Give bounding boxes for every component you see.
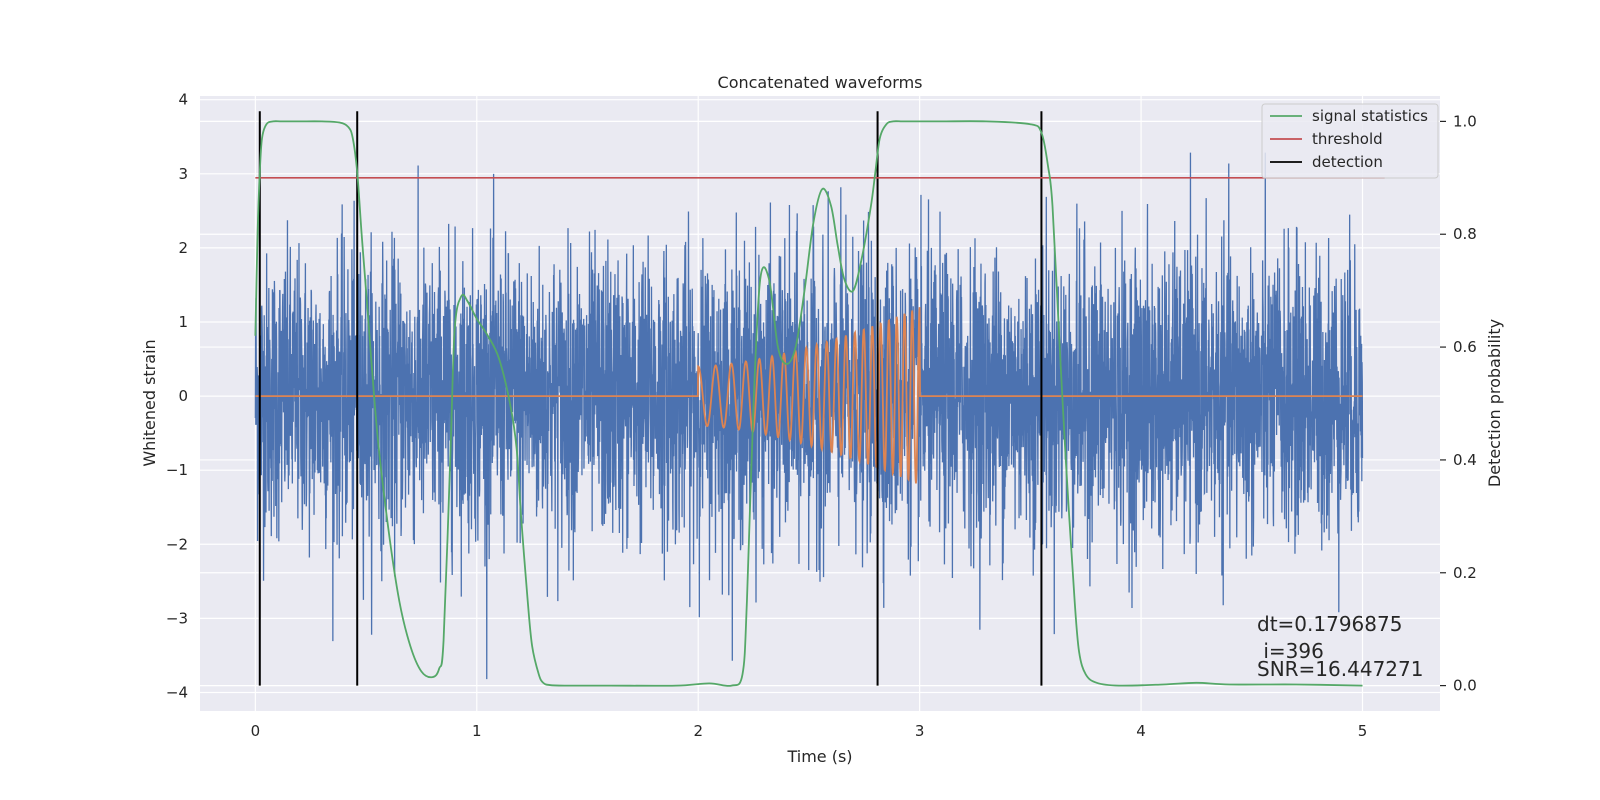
y-left-tick-label: 1	[178, 313, 188, 331]
annotation-snr: SNR=16.447271	[1257, 657, 1423, 681]
grid-lines	[200, 96, 1440, 711]
x-tick-label: 4	[1136, 722, 1146, 740]
legend-label-signal-statistics: signal statistics	[1312, 107, 1428, 125]
y-axis-left-label: Whitened strain	[140, 339, 159, 466]
legend-label-detection: detection	[1312, 153, 1383, 171]
y-right-tick-label: 0.6	[1453, 338, 1477, 356]
x-axis-label: Time (s)	[786, 747, 852, 766]
annotation-index: i=396	[1257, 639, 1324, 663]
y-right-tick-label: 0.8	[1453, 225, 1477, 243]
detection-lines	[258, 111, 1043, 686]
signal-statistics-series	[254, 120, 1363, 687]
right-axis-ticks: 0.0 0.2 0.4 0.6 0.8 1.0	[1440, 112, 1477, 695]
y-right-tick-label: 0.2	[1453, 564, 1477, 582]
chart-title: Concatenated waveforms	[718, 73, 923, 92]
y-axis-right-label: Detection probability	[1485, 319, 1504, 487]
y-left-tick-label: 3	[178, 165, 188, 183]
y-left-tick-label: 4	[178, 91, 188, 109]
y-left-tick-label: 2	[178, 239, 188, 257]
legend-box	[1261, 103, 1439, 179]
left-axis-ticks: −4 −3 −2 −1 0 1 2 3 4	[166, 91, 188, 702]
y-left-tick-label: −1	[166, 461, 188, 479]
y-left-tick-label: −4	[166, 683, 188, 701]
legend-label-threshold: threshold	[1312, 130, 1383, 148]
x-tick-label: 2	[693, 722, 703, 740]
x-tick-label: 0	[251, 722, 261, 740]
annotation-block: dt=0.1796875 i=396 SNR=16.447271	[1257, 612, 1423, 681]
x-tick-label: 3	[915, 722, 925, 740]
y-left-tick-label: −2	[166, 535, 188, 553]
y-right-tick-label: 1.0	[1453, 112, 1477, 130]
annotation-dt: dt=0.1796875	[1257, 612, 1402, 636]
y-right-tick-label: 0.0	[1453, 677, 1477, 695]
template-series	[255, 307, 1363, 484]
legend: signal statistics threshold detection	[1261, 103, 1439, 179]
y-left-tick-label: −3	[166, 609, 188, 627]
y-left-tick-label: 0	[178, 387, 188, 405]
x-axis-ticks: 0 1 2 3 4 5	[251, 722, 1368, 740]
x-tick-label: 5	[1358, 722, 1368, 740]
y-right-tick-label: 0.4	[1453, 451, 1477, 469]
x-tick-label: 1	[472, 722, 482, 740]
